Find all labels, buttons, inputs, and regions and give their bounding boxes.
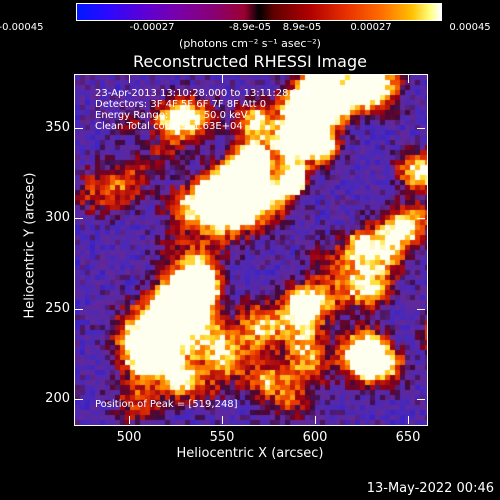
y-tick-mark xyxy=(417,218,425,219)
colorbar-tick-label: -0.00027 xyxy=(129,22,175,33)
heatmap-image xyxy=(75,75,427,425)
y-tick-label: 250 xyxy=(45,301,70,316)
x-tick-mark xyxy=(222,75,223,83)
footer-timestamp: 13-May-2022 00:46 xyxy=(366,481,494,496)
colorbar-tick-label: -0.00045 xyxy=(0,22,44,33)
info-line-time: 23-Apr-2013 13:10:28.000 to 13:11:28.000 xyxy=(95,88,311,99)
info-line-detectors: Detectors: 3F 4F 5F 6F 7F 8F Att 0 xyxy=(95,99,267,110)
y-tick-mark xyxy=(75,128,83,129)
y-tick-label: 300 xyxy=(45,210,70,225)
y-tick-mark xyxy=(417,399,425,400)
colorbar-tick-label: -8.9e-05 xyxy=(229,22,271,33)
x-tick-mark xyxy=(315,416,316,424)
x-tick-mark xyxy=(408,75,409,83)
colorbar xyxy=(76,3,442,21)
colorbar-units: (photons cm⁻² s⁻¹ asec⁻²) xyxy=(179,37,321,50)
y-tick-mark xyxy=(75,309,83,310)
y-tick-mark xyxy=(75,399,83,400)
peak-position-text: Position of Peak = [519,248] xyxy=(95,399,238,410)
x-tick-mark xyxy=(129,416,130,424)
colorbar-tick-label: 0.00027 xyxy=(350,22,392,33)
colorbar-tick-label: 8.9e-05 xyxy=(282,22,322,33)
y-axis-label: Heliocentric Y (arcsec) xyxy=(22,172,38,319)
y-tick-mark xyxy=(417,128,425,129)
y-tick-mark xyxy=(75,218,83,219)
info-line-energy: Energy Range: 25.0 - 50.0 keV xyxy=(95,110,248,121)
x-tick-mark xyxy=(222,416,223,424)
info-line-clean: Clean Total counts: 1.63E+04 xyxy=(95,121,243,132)
x-axis-label: Heliocentric X (arcsec) xyxy=(176,446,324,461)
x-tick-label: 650 xyxy=(395,430,421,445)
x-tick-mark xyxy=(408,416,409,424)
x-tick-mark xyxy=(315,75,316,83)
colorbar-tick-label: 0.00045 xyxy=(449,22,491,33)
x-tick-label: 600 xyxy=(302,430,328,445)
plot-title: Reconstructed RHESSI Image xyxy=(133,52,367,71)
heatmap-plot-area: 23-Apr-2013 13:10:28.000 to 13:11:28.000… xyxy=(74,74,428,426)
x-tick-label: 550 xyxy=(209,430,235,445)
x-tick-label: 500 xyxy=(116,430,142,445)
y-tick-mark xyxy=(417,309,425,310)
x-tick-mark xyxy=(129,75,130,83)
y-tick-label: 350 xyxy=(45,120,70,135)
y-tick-label: 200 xyxy=(45,391,70,406)
